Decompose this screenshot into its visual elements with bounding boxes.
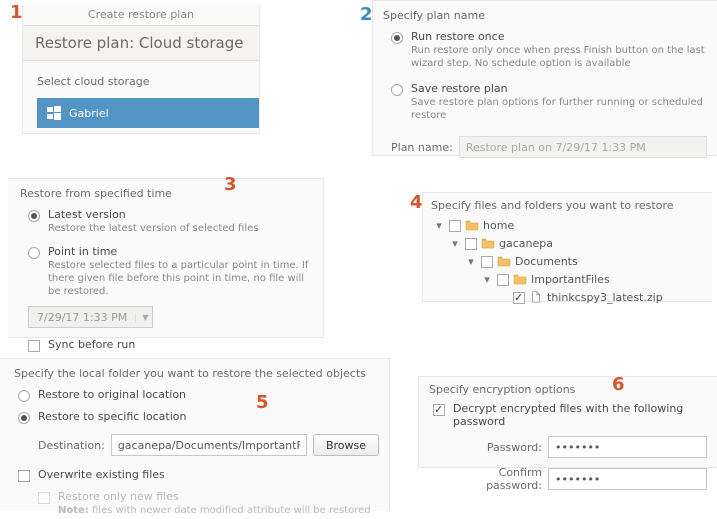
opt-title: Save restore plan — [411, 82, 707, 95]
tree-check[interactable] — [481, 256, 493, 268]
chevron-down-icon: ▼ — [135, 313, 148, 322]
tree-label: thinkcspy3_latest.zip — [547, 291, 663, 304]
checkbox-only-new: Restore only new files Note: files with … — [0, 488, 389, 519]
tree-twisty-icon[interactable]: ▾ — [449, 237, 461, 250]
opt-desc: Restore the latest version of selected f… — [48, 222, 258, 235]
section-title: Restore from specified time — [8, 179, 323, 206]
opt-title: Restore to original location — [38, 388, 186, 401]
radio-indicator — [28, 247, 40, 259]
tree-label: gacanepa — [499, 237, 553, 250]
radio-run-once[interactable]: Run restore once Run restore only once w… — [373, 28, 717, 72]
section-label: Select cloud storage — [31, 67, 259, 94]
page-title: Restore plan: Cloud storage — [23, 25, 259, 61]
panel-files-folders: Specify files and folders you want to re… — [422, 192, 712, 302]
radio-latest-version[interactable]: Latest version Restore the latest versio… — [8, 206, 323, 237]
radio-indicator — [391, 32, 403, 44]
tree-node-gacanepa[interactable]: ▾ gacanepa — [433, 234, 702, 252]
step-number-6: 6 — [612, 376, 625, 394]
folder-icon — [497, 255, 511, 267]
windows-icon — [47, 106, 61, 120]
opt-title: Latest version — [48, 208, 258, 221]
tree-check[interactable] — [497, 274, 509, 286]
opt-desc: Save restore plan options for further ru… — [411, 96, 707, 122]
panel-plan-name: Specify plan name Run restore once Run r… — [372, 0, 717, 156]
tree-node-importantfiles[interactable]: ▾ ImportantFiles — [433, 270, 702, 288]
check-indicator — [18, 470, 30, 482]
check-label: Sync before run — [48, 338, 135, 351]
check-indicator — [28, 340, 40, 352]
tree-twisty-icon[interactable]: ▾ — [481, 273, 493, 286]
confirm-password-input[interactable] — [548, 468, 707, 490]
tree-twisty-icon[interactable]: ▾ — [433, 219, 445, 232]
file-icon — [529, 291, 543, 303]
section-title: Specify encryption options — [419, 377, 717, 400]
datetime-value: 7/29/17 1:33 PM — [37, 311, 127, 324]
checkbox-decrypt[interactable]: Decrypt encrypted files with the followi… — [419, 400, 717, 430]
opt-desc: Restore selected files to a particular p… — [48, 259, 313, 298]
panel-restore-time: Restore from specified time Latest versi… — [8, 178, 324, 338]
radio-save-plan[interactable]: Save restore plan Save restore plan opti… — [373, 80, 717, 124]
plan-name-label: Plan name: — [391, 141, 453, 154]
plan-name-input — [459, 136, 707, 158]
confirm-password-label: Confirm password: — [449, 466, 542, 492]
folder-icon — [481, 237, 495, 249]
storage-item-gabriel[interactable]: Gabriel — [37, 98, 259, 128]
step-number-4: 4 — [410, 194, 423, 212]
tree-twisty-icon[interactable]: ▾ — [465, 255, 477, 268]
step-number-5: 5 — [256, 394, 269, 412]
panel-destination: Specify the local folder you want to res… — [0, 358, 390, 511]
datetime-dropdown: 7/29/17 1:33 PM ▼ — [28, 306, 153, 328]
step-number-2: 2 — [360, 6, 373, 24]
destination-label: Destination: — [38, 439, 105, 452]
radio-point-in-time[interactable]: Point in time Restore selected files to … — [8, 243, 323, 300]
tree-label: Documents — [515, 255, 578, 268]
tree-node-zipfile[interactable]: thinkcspy3_latest.zip — [433, 288, 702, 306]
opt-title: Run restore once — [411, 30, 707, 43]
folder-icon — [465, 219, 479, 231]
section-title: Specify files and folders you want to re… — [423, 193, 712, 216]
destination-input[interactable] — [111, 434, 307, 456]
check-indicator — [38, 492, 50, 504]
tree-node-documents[interactable]: ▾ Documents — [433, 252, 702, 270]
check-label: Overwrite existing files — [38, 468, 165, 481]
radio-original-location[interactable]: Restore to original location — [0, 386, 389, 404]
radio-specific-location[interactable]: Restore to specific location — [0, 408, 389, 426]
panel-encryption: Specify encryption options Decrypt encry… — [418, 376, 717, 468]
tree-check[interactable] — [465, 238, 477, 250]
radio-indicator — [18, 390, 30, 402]
radio-indicator — [391, 84, 403, 96]
panel-cloud-storage: Create restore plan Restore plan: Cloud … — [22, 4, 260, 134]
step-number-3: 3 — [224, 176, 237, 194]
step-number-1: 1 — [10, 4, 23, 22]
opt-desc: Run restore only once when press Finish … — [411, 44, 707, 70]
tree-check[interactable] — [449, 220, 461, 232]
folder-icon — [513, 273, 527, 285]
tree-node-home[interactable]: ▾ home — [433, 216, 702, 234]
section-title: Specify plan name — [373, 1, 717, 28]
check-label: Decrypt encrypted files with the followi… — [453, 402, 707, 428]
opt-title: Restore to specific location — [38, 410, 186, 423]
check-label: Restore only new files — [58, 490, 371, 503]
browse-button[interactable]: Browse — [313, 434, 379, 456]
storage-name: Gabriel — [69, 107, 109, 120]
radio-indicator — [18, 412, 30, 424]
checkbox-sync-before-run[interactable]: Sync before run — [8, 336, 323, 354]
radio-indicator — [28, 210, 40, 222]
password-input[interactable] — [548, 436, 707, 458]
section-title: Specify the local folder you want to res… — [0, 359, 389, 386]
wizard-header: Create restore plan — [23, 4, 259, 25]
tree-label: ImportantFiles — [531, 273, 610, 286]
password-label: Password: — [449, 441, 542, 454]
file-tree[interactable]: ▾ home ▾ gacanepa ▾ Documents ▾ Importan… — [423, 216, 712, 312]
check-indicator — [433, 404, 445, 416]
tree-label: home — [483, 219, 514, 232]
opt-title: Point in time — [48, 245, 313, 258]
tree-check[interactable] — [513, 292, 525, 304]
checkbox-overwrite[interactable]: Overwrite existing files — [0, 466, 389, 484]
